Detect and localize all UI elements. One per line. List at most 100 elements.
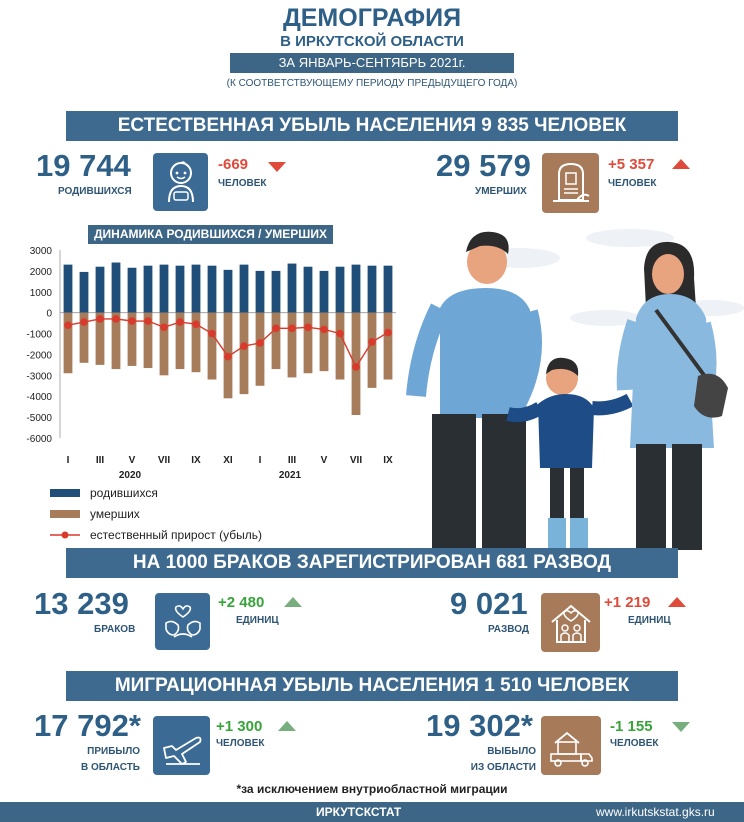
increase-arrow-icon <box>278 721 296 731</box>
natural-growth-point <box>272 324 280 333</box>
marriages-value: 13 239 <box>34 586 129 621</box>
footer-bar: ИРКУТСКСТАТ www.irkutskstat.gks.ru <box>0 802 744 822</box>
increase-arrow-icon <box>284 597 302 607</box>
y-tick-label: -5000 <box>26 413 52 424</box>
footer-org: ИРКУТСКСТАТ <box>316 805 402 819</box>
y-tick-label: -1000 <box>26 330 52 341</box>
natural-growth-point <box>144 317 152 325</box>
x-tick-label: VII <box>158 455 170 466</box>
x-tick-label: VII <box>350 455 362 466</box>
departed-value: 19 302* <box>426 708 533 743</box>
page-subtitle: В ИРКУТСКОЙ ОБЛАСТИ <box>280 33 464 50</box>
natural-growth-point <box>112 315 120 323</box>
deaths-bar <box>63 312 73 374</box>
arrived-label-line1: ПРИБЫЛО <box>87 746 140 757</box>
departed-delta: -1 155 <box>610 718 653 735</box>
y-tick-label: -6000 <box>26 434 52 445</box>
increase-arrow-icon <box>668 597 686 607</box>
births-bar <box>127 267 137 313</box>
legend-deaths: умерших <box>50 507 140 521</box>
deaths-bar <box>367 312 377 388</box>
deaths-bar <box>191 312 201 373</box>
departed-label-line1: ВЫБЫЛО <box>487 746 536 757</box>
births-value: 19 744 <box>36 148 131 183</box>
x-tick-label: XI <box>223 455 233 466</box>
x-tick-label: V <box>129 455 136 466</box>
births-bar <box>239 264 249 313</box>
deaths-bar <box>383 312 393 380</box>
deaths-bar <box>319 312 329 372</box>
arrived-unit: ЧЕЛОВЕК <box>216 738 265 749</box>
footer-url[interactable]: www.irkutskstat.gks.ru <box>596 805 715 819</box>
deaths-bar <box>271 312 281 370</box>
births-delta: -669 <box>218 156 249 173</box>
natural-growth-point <box>304 323 312 332</box>
deaths-label: УМЕРШИХ <box>475 186 527 197</box>
deaths-bar <box>111 312 121 370</box>
births-bar <box>319 270 329 313</box>
y-tick-label: 0 <box>46 309 52 320</box>
births-bar <box>159 264 169 313</box>
x-tick-label: V <box>321 455 328 466</box>
divorces-value: 9 021 <box>450 586 528 621</box>
page-title: ДЕМОГРАФИЯ <box>282 4 462 32</box>
year-label: 2021 <box>279 470 302 481</box>
deaths-bar <box>335 312 345 380</box>
natural-growth-point <box>288 324 296 333</box>
deaths-bar <box>95 312 105 365</box>
deaths-value: 29 579 <box>436 148 531 183</box>
births-bar <box>367 265 377 313</box>
natural-growth-point <box>80 318 88 326</box>
births-bar <box>303 266 313 313</box>
doves-icon <box>155 593 210 650</box>
natural-growth-point <box>176 318 184 326</box>
x-tick-label: I <box>67 455 70 466</box>
natural-growth-point <box>352 363 360 371</box>
comparison-note: (К СООТВЕТСТВУЮЩЕМУ ПЕРИОДУ ПРЕДЫДУЩЕГО … <box>226 78 518 89</box>
broken-home-icon <box>541 593 600 652</box>
divorces-label: РАЗВОД <box>488 624 530 635</box>
baby-icon <box>153 153 208 211</box>
period-badge: ЗА ЯНВАРЬ-СЕНТЯБРЬ 2021г. <box>230 53 514 73</box>
births-deaths-chart: 3000 2000 1000 0 -1000 -2000 -3000 -4000 -5000 -6… <box>26 246 396 481</box>
arrived-delta: +1 300 <box>216 718 263 735</box>
legend-natural: естественный прирост (убыль) <box>50 528 262 542</box>
legend-births: родившихся <box>50 486 158 500</box>
x-tick-label: IX <box>383 455 393 466</box>
decrease-arrow-icon <box>268 162 286 172</box>
x-tick-label: I <box>259 455 262 466</box>
migration-footnote: *за исключением внутриобластной миграции <box>236 782 508 796</box>
legend-deaths-swatch <box>50 510 80 518</box>
deaths-bar <box>239 312 249 395</box>
natural-growth-point <box>320 325 328 334</box>
legend-births-swatch <box>50 489 80 497</box>
natural-growth-point <box>384 328 392 337</box>
marriages-label: БРАКОВ <box>94 624 136 635</box>
chart-title: ДИНАМИКА РОДИВШИХСЯ / УМЕРШИХ <box>88 225 333 244</box>
deaths-bar <box>159 312 169 376</box>
natural-growth-point <box>128 317 136 325</box>
births-bar <box>335 266 345 313</box>
natural-growth-point <box>96 315 104 323</box>
departed-unit: ЧЕЛОВЕК <box>610 738 659 749</box>
births-bar <box>223 269 233 313</box>
marriages-delta: +2 480 <box>218 594 265 611</box>
births-bar <box>271 270 281 313</box>
airplane-icon <box>153 716 210 775</box>
natural-growth-point <box>160 323 168 332</box>
x-tick-label: III <box>288 455 297 466</box>
divorces-unit: ЕДИНИЦ <box>628 615 671 626</box>
divorces-delta: +1 219 <box>604 594 651 611</box>
y-tick-label: 2000 <box>30 267 53 278</box>
natural-growth-point <box>368 338 376 346</box>
departed-label-line2: ИЗ ОБЛАСТИ <box>470 762 536 773</box>
y-tick-label: -2000 <box>26 350 52 361</box>
births-bar <box>143 265 153 313</box>
year-label: 2020 <box>119 470 142 481</box>
births-bar <box>79 271 89 313</box>
births-bar <box>351 264 361 313</box>
decrease-arrow-icon <box>672 722 690 732</box>
arrived-value: 17 792* <box>34 708 141 743</box>
moving-truck-icon <box>541 716 601 775</box>
x-tick-label: IX <box>191 455 201 466</box>
